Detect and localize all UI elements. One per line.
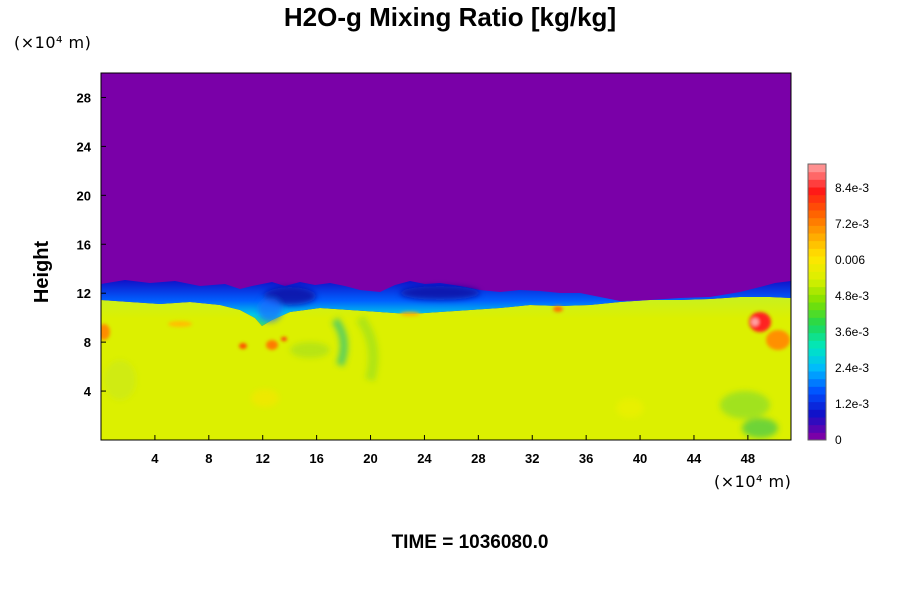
colorbar-label: 8.4e-3 bbox=[835, 181, 869, 195]
colorbar-segment bbox=[808, 202, 826, 211]
colorbar-segment bbox=[808, 378, 826, 387]
x-axis-unit: (×10⁴ m) bbox=[714, 472, 792, 491]
colorbar-segment bbox=[808, 187, 826, 196]
colorbar-segment bbox=[808, 317, 826, 326]
x-tick-label: 32 bbox=[525, 451, 539, 466]
x-tick-label: 36 bbox=[579, 451, 593, 466]
colorbar-segment bbox=[808, 217, 826, 226]
colorbar-segment bbox=[808, 325, 826, 334]
colorbar-segment bbox=[808, 401, 826, 410]
y-axis-ticks: 4 8 12 16 20 24 28 bbox=[77, 90, 106, 399]
colorbar-segment bbox=[808, 225, 826, 234]
colorbar-label: 0.006 bbox=[835, 253, 865, 267]
y-tick-label: 4 bbox=[84, 384, 92, 399]
y-tick-label: 24 bbox=[77, 139, 92, 154]
colorbar-segment bbox=[808, 386, 826, 395]
colorbar-label: 7.2e-3 bbox=[835, 217, 869, 231]
colorbar-segment bbox=[808, 194, 826, 203]
y-tick-label: 8 bbox=[84, 335, 91, 350]
colorbar-segment bbox=[808, 302, 826, 311]
chart-title: H2O-g Mixing Ratio [kg/kg] bbox=[283, 2, 617, 32]
colorbar-segment bbox=[808, 332, 826, 341]
colorbar-segment bbox=[808, 348, 826, 357]
colorbar-segment bbox=[808, 409, 826, 418]
time-label: TIME = 1036080.0 bbox=[391, 532, 549, 553]
colorbar: 0 1.2e-3 2.4e-3 3.6e-3 4.8e-3 0.006 7.2e-3 8.4e… bbox=[807, 163, 869, 447]
y-tick-label: 16 bbox=[77, 237, 91, 252]
x-tick-label: 12 bbox=[255, 451, 269, 466]
colorbar-segment bbox=[808, 233, 826, 242]
colorbar-label: 0 bbox=[835, 433, 842, 447]
colorbar-segment bbox=[808, 263, 826, 272]
colorbar-segment bbox=[808, 432, 826, 441]
colorbar-label: 3.6e-3 bbox=[835, 325, 869, 339]
colorbar-segment bbox=[808, 210, 826, 219]
colorbar-segment bbox=[808, 248, 826, 257]
x-tick-label: 28 bbox=[471, 451, 485, 466]
x-tick-label: 8 bbox=[205, 451, 212, 466]
x-tick-label: 44 bbox=[687, 451, 702, 466]
y-tick-label: 20 bbox=[77, 188, 91, 203]
colorbar-label: 2.4e-3 bbox=[835, 361, 869, 375]
turbulent-eddies bbox=[104, 286, 778, 438]
x-tick-label: 4 bbox=[151, 451, 159, 466]
colorbar-frame bbox=[807, 163, 827, 441]
plot-frame bbox=[100, 72, 792, 441]
colorbar-segment bbox=[808, 424, 826, 433]
colorbar-segment bbox=[808, 256, 826, 265]
x-tick-label: 16 bbox=[309, 451, 323, 466]
x-axis-ticks: 4 8 12 16 20 24 28 32 36 40 44 48 bbox=[151, 435, 755, 466]
x-tick-label: 20 bbox=[363, 451, 377, 466]
y-tick-label: 28 bbox=[77, 90, 91, 105]
x-tick-label: 24 bbox=[417, 451, 432, 466]
colorbar-segment bbox=[808, 164, 826, 173]
colorbar-segment bbox=[808, 309, 826, 318]
colorbar-segment bbox=[808, 294, 826, 303]
colorbar-segment bbox=[808, 340, 826, 349]
y-tick-label: 12 bbox=[77, 286, 91, 301]
colorbar-segment bbox=[808, 394, 826, 403]
colorbar-segment bbox=[808, 286, 826, 295]
colorbar-segment bbox=[808, 271, 826, 280]
colorbar-segment bbox=[808, 363, 826, 372]
moist-lower-layer bbox=[101, 297, 791, 440]
colorbar-label: 1.2e-3 bbox=[835, 397, 869, 411]
x-tick-label: 48 bbox=[741, 451, 755, 466]
colorbar-segment bbox=[808, 240, 826, 249]
colorbar-segment bbox=[808, 417, 826, 426]
y-axis-unit: (×10⁴ m) bbox=[14, 33, 92, 52]
colorbar-segment bbox=[808, 179, 826, 188]
colorbar-segment bbox=[808, 171, 826, 180]
colorbar-segment bbox=[808, 355, 826, 364]
high-moisture-spots bbox=[101, 306, 790, 350]
colorbar-segment bbox=[808, 371, 826, 380]
x-tick-label: 40 bbox=[633, 451, 647, 466]
colorbar-label: 4.8e-3 bbox=[835, 289, 869, 303]
colorbar-segment bbox=[808, 279, 826, 288]
